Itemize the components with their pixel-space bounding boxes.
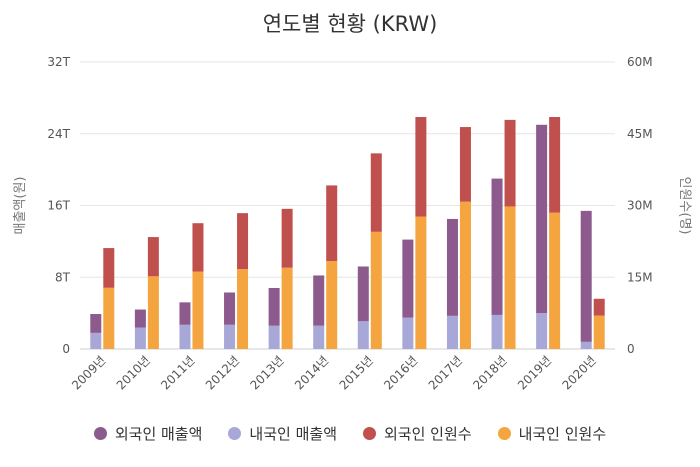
bar <box>134 327 146 349</box>
bar <box>224 324 236 349</box>
x-tick-label: 2011년 <box>158 353 197 392</box>
legend: 외국인 매출액 내국인 매출액 외국인 인원수 내국인 인원수 <box>0 421 700 445</box>
legend-label: 내국인 인원수 <box>518 424 607 443</box>
bar <box>179 324 191 349</box>
y-tick-label-right: 0 <box>627 342 635 356</box>
y-tick-label-left: 0 <box>62 342 70 356</box>
bar <box>504 119 516 207</box>
bar <box>536 313 548 349</box>
legend-swatch <box>363 426 376 440</box>
bar <box>580 210 592 342</box>
legend-item-foreign-sales[interactable]: 외국인 매출액 <box>93 423 203 444</box>
legend-item-foreign-visitors[interactable]: 외국인 인원수 <box>363 423 472 444</box>
bar <box>313 275 325 326</box>
x-tick-label: 2018년 <box>470 353 509 392</box>
bar <box>90 332 102 349</box>
bar <box>402 317 414 349</box>
bar <box>446 218 458 316</box>
bar <box>446 315 458 349</box>
legend-item-domestic-sales[interactable]: 내국인 매출액 <box>228 423 337 444</box>
x-tick-label: 2015년 <box>337 353 376 392</box>
y-tick-label-right: 30M <box>627 199 653 213</box>
legend-swatch <box>93 426 107 440</box>
bar <box>326 185 338 261</box>
bar <box>237 269 249 349</box>
bar <box>281 267 293 349</box>
x-tick-label: 2017년 <box>426 353 465 392</box>
x-tick-label: 2012년 <box>203 353 242 392</box>
legend-swatch <box>228 426 242 440</box>
legend-swatch <box>497 426 511 440</box>
bar <box>237 213 249 270</box>
y-axis-title-left: 매출액(원) <box>13 177 28 235</box>
bar <box>357 321 369 349</box>
bar <box>580 341 592 349</box>
bar <box>268 288 280 326</box>
bar <box>549 117 561 213</box>
bar <box>224 292 236 325</box>
bar <box>103 287 115 349</box>
bar <box>370 231 382 349</box>
x-tick-label: 2019년 <box>515 353 554 392</box>
bar <box>179 302 191 325</box>
y-tick-label-right: 15M <box>627 270 653 284</box>
bar <box>415 216 427 349</box>
legend-label: 외국인 인원수 <box>384 424 472 443</box>
x-tick-label: 2014년 <box>292 353 331 392</box>
x-tick-label: 2016년 <box>381 353 420 392</box>
bar <box>593 298 605 316</box>
bar <box>103 248 115 288</box>
bar <box>147 237 159 277</box>
y-tick-label-left: 24T <box>47 127 70 141</box>
bar <box>491 314 503 349</box>
legend-label: 외국인 매출액 <box>114 424 203 443</box>
bar <box>459 201 471 349</box>
bar <box>549 212 561 349</box>
chart-title: 연도별 현황 (KRW) <box>262 12 438 36</box>
bar <box>536 124 548 314</box>
bar <box>147 276 159 349</box>
bar <box>192 223 204 272</box>
bar <box>313 325 325 349</box>
bar <box>357 266 369 322</box>
y-tick-label-right: 60M <box>627 55 653 69</box>
y-tick-label-left: 32T <box>47 55 70 69</box>
y-tick-label-right: 45M <box>627 127 653 141</box>
bar <box>415 117 427 217</box>
bar <box>402 239 414 318</box>
bar <box>504 206 516 349</box>
bar <box>593 315 605 349</box>
bar <box>326 260 338 349</box>
bar <box>268 325 280 349</box>
x-tick-label: 2010년 <box>114 353 153 392</box>
bar <box>370 153 382 232</box>
x-tick-label: 2013년 <box>247 353 286 392</box>
bar <box>90 314 102 333</box>
y-tick-label-left: 8T <box>55 270 71 284</box>
x-tick-label: 2020년 <box>560 353 599 392</box>
legend-label: 내국인 매출액 <box>249 424 337 443</box>
bar <box>192 271 204 349</box>
y-axis-title-right: 인원수(명) <box>677 177 692 235</box>
legend-item-domestic-visitors[interactable]: 내국인 인원수 <box>497 423 607 444</box>
bar <box>491 178 503 315</box>
y-tick-label-left: 16T <box>47 199 70 213</box>
bar <box>134 309 146 328</box>
x-tick-label: 2009년 <box>69 353 108 392</box>
bar <box>281 208 293 268</box>
bar <box>459 127 471 202</box>
